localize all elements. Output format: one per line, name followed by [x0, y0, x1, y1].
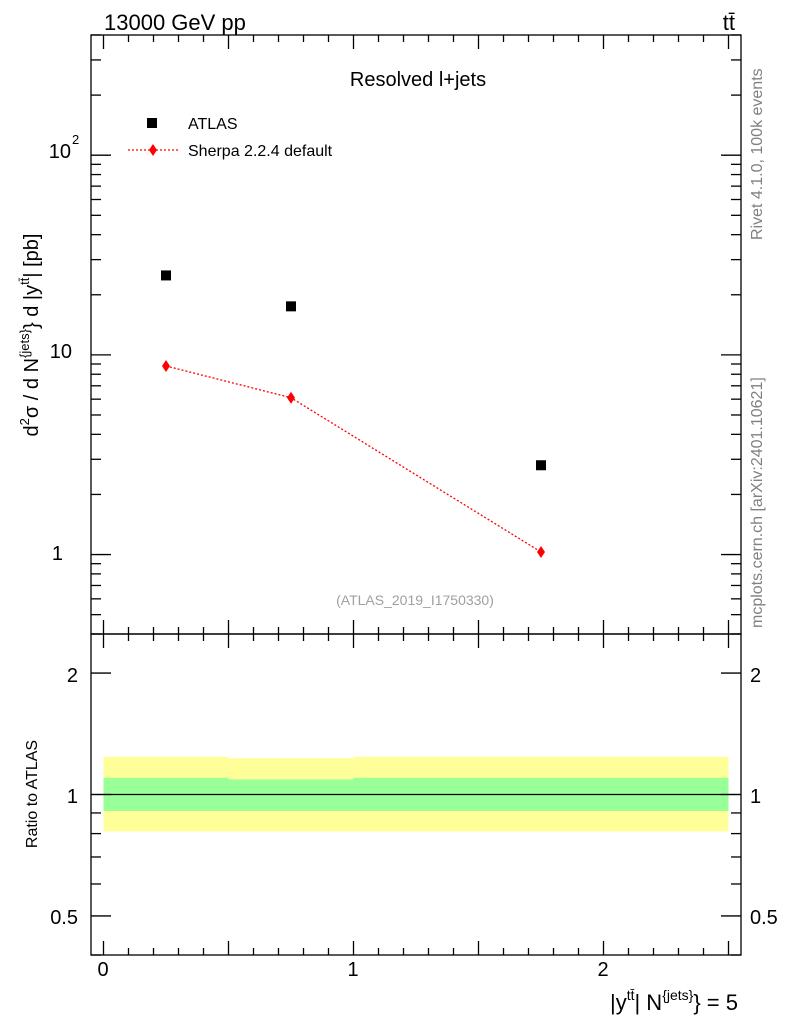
xlabel-sup-tt: tt̄ — [627, 987, 635, 1003]
legend-sherpa-marker — [149, 144, 157, 156]
sherpa-point — [537, 545, 545, 558]
svg-text:d2σ / d N{jets}} d |ytt̄| [pb]: d2σ / d N{jets}} d |ytt̄| [pb] — [17, 234, 43, 437]
rivet-version-label: Rivet 4.1.0, 100k events — [749, 68, 766, 240]
atlas-point — [536, 460, 546, 471]
ytick-label-10: 10 — [50, 341, 72, 363]
analysis-label: (ATLAS_2019_I1750330) — [336, 592, 494, 608]
xlabel-c: } = 5 — [693, 990, 738, 1015]
ylabel-sup-tt: tt̄ — [17, 277, 32, 285]
ratio-panel: 0.5 1 2 0.5 1 2 0 1 2 Ratio to ATLAS |yt… — [24, 633, 778, 1015]
atlas-point — [161, 270, 171, 281]
ratio-inner-band — [228, 779, 354, 812]
xtick-label-0: 0 — [97, 959, 108, 981]
ratio-bands — [91, 756, 741, 832]
xlabel-sup-jets: {jets} — [662, 987, 693, 1003]
ratio-ytick-left-2: 2 — [67, 665, 78, 687]
ratio-ytick-right-1: 1 — [750, 786, 761, 808]
xlabel: |ytt̄| N{jets}} = 5 — [610, 987, 738, 1015]
main-axis-ticks — [91, 34, 741, 635]
ratio-ytick-left-0.5: 0.5 — [50, 907, 78, 929]
legend: ATLAS Sherpa 2.2.4 default — [128, 116, 333, 160]
sherpa-point — [287, 391, 295, 404]
sherpa-point — [162, 359, 170, 372]
ylabel-mid: } d |y — [21, 285, 43, 329]
xtick-label-1: 1 — [347, 959, 358, 981]
legend-atlas-label: ATLAS — [188, 116, 238, 133]
ratio-ytick-left-1: 1 — [67, 786, 78, 808]
energy-label: 13000 GeV pp — [104, 10, 246, 35]
main-panel: 1 10 10 2 Resolved l+jets (ATLAS_2019_I1… — [17, 34, 742, 635]
xlabel-a: |y — [610, 990, 627, 1015]
ytick-label-100-base: 10 — [49, 141, 71, 163]
process-label: tt̄ — [723, 10, 735, 35]
ylabel-sigma: σ / d N — [21, 358, 43, 418]
ylabel-sup-jets: {jets} — [17, 328, 32, 358]
ratio-axis-ticks — [91, 634, 741, 956]
ytick-label-1: 1 — [52, 543, 63, 565]
main-series — [161, 270, 546, 558]
chart-title: Resolved l+jets — [350, 69, 486, 91]
main-ylabel: d2σ / d N{jets}} d |ytt̄| [pb] — [17, 234, 43, 437]
atlas-point — [286, 301, 296, 312]
ylabel-d: d — [21, 425, 43, 436]
xlabel-b: | N — [634, 990, 662, 1015]
sherpa-line — [165, 365, 542, 553]
legend-sherpa-label: Sherpa 2.2.4 default — [188, 143, 333, 160]
ratio-ytick-right-2: 2 — [750, 665, 761, 687]
mcplots-label: mcplots.cern.ch [arXiv:2401.10621] — [749, 377, 766, 628]
ylabel-sup-2: 2 — [17, 418, 32, 425]
xtick-label-2: 2 — [597, 959, 608, 981]
ytick-label-100-exponent: 2 — [72, 132, 79, 147]
legend-atlas-marker — [147, 118, 157, 128]
ylabel-end: | [pb] — [21, 234, 43, 278]
ratio-ytick-right-0.5: 0.5 — [750, 907, 778, 929]
ratio-ylabel: Ratio to ATLAS — [24, 740, 41, 848]
